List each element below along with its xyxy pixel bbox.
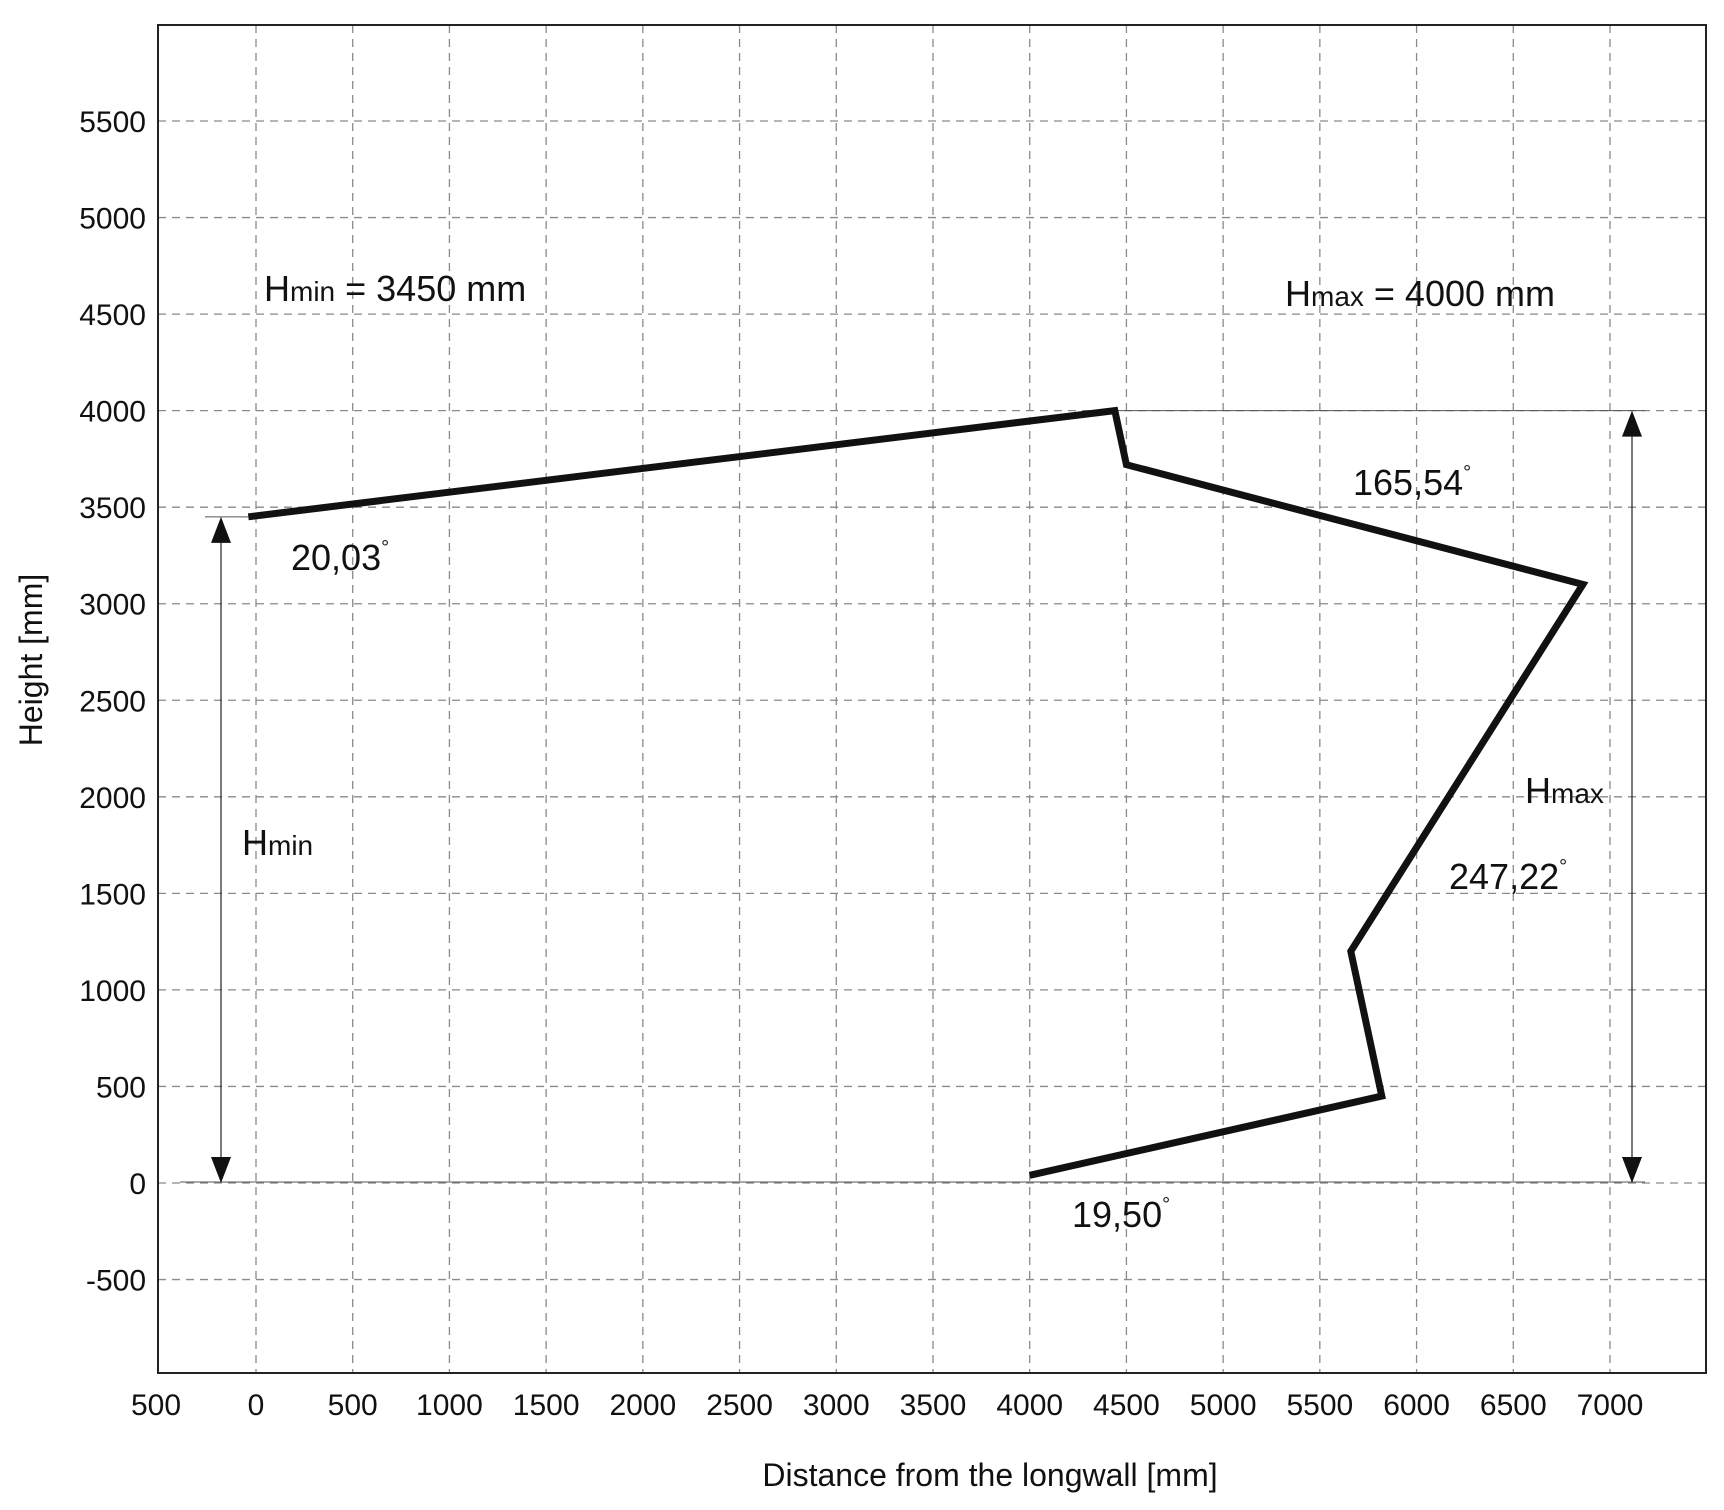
x-tick-label: 500 (328, 1389, 378, 1422)
plot-frame (157, 24, 1707, 1374)
y-tick-label: 2500 (79, 685, 146, 718)
x-tick-label: 1500 (513, 1389, 580, 1422)
hmin-arrow-head-up (211, 516, 231, 543)
hmax-arrow-head-up (1622, 410, 1642, 437)
x-tick-label: 7000 (1577, 1389, 1644, 1422)
angle-label-3: 247,22° (1449, 856, 1567, 897)
y-tick-label: 5000 (79, 203, 146, 236)
x-tick-label: 6500 (1480, 1389, 1547, 1422)
hmin-arrow-head-down (211, 1157, 231, 1183)
y-tick-labels: 5500500045004000350030002500200015001000… (79, 106, 146, 1298)
grid-lines (158, 25, 1706, 1373)
angle-label-1: 20,03° (291, 537, 389, 578)
x-tick-label: 3500 (900, 1389, 967, 1422)
hmax-arrow-head-down (1622, 1157, 1642, 1183)
y-tick-label: 500 (96, 1071, 146, 1104)
y-tick-label: 2000 (79, 782, 146, 815)
y-tick-label: 3000 (79, 589, 146, 622)
angle-label-2: 165,54° (1353, 462, 1471, 503)
x-tick-label: 3000 (803, 1389, 870, 1422)
x-tick-label: 0 (248, 1389, 265, 1422)
x-tick-label: 2500 (706, 1389, 773, 1422)
y-tick-label: 4000 (79, 396, 146, 429)
y-axis-title: Height [mm] (13, 574, 49, 746)
y-tick-label: 1000 (79, 975, 146, 1008)
dimension-arrows (211, 410, 1642, 1183)
x-tick-label: 5000 (1190, 1389, 1257, 1422)
x-tick-label: 4000 (996, 1389, 1063, 1422)
x-tick-label: 5500 (1286, 1389, 1353, 1422)
x-tick-label: 6000 (1383, 1389, 1450, 1422)
x-tick-label: 2000 (609, 1389, 676, 1422)
y-tick-label: 5500 (79, 106, 146, 139)
x-tick-labels: 500 0 500 1000 1500 2000 2500 3000 3500 4000 4500 5… (131, 1389, 1643, 1422)
y-tick-label: 1500 (79, 878, 146, 911)
profile-line (247, 406, 1589, 1179)
y-tick-label: 3500 (79, 492, 146, 525)
y-tick-label: 0 (129, 1168, 146, 1201)
reference-lines (180, 410, 1645, 1183)
angle-label-4: 19,50° (1072, 1194, 1170, 1235)
hmin-title: Hmin = 3450 mm (264, 268, 526, 309)
x-tick-label: 500 (131, 1389, 181, 1422)
y-tick-label: -500 (86, 1265, 146, 1298)
x-tick-label: 1000 (416, 1389, 483, 1422)
y-tick-label: 4500 (79, 299, 146, 332)
x-tick-label: 4500 (1093, 1389, 1160, 1422)
hmax-label: Hmax (1525, 770, 1604, 811)
x-axis-title: Distance from the longwall [mm] (762, 1457, 1217, 1493)
hmax-title: Hmax = 4000 mm (1285, 273, 1555, 314)
hmin-label: Hmin (242, 822, 313, 863)
